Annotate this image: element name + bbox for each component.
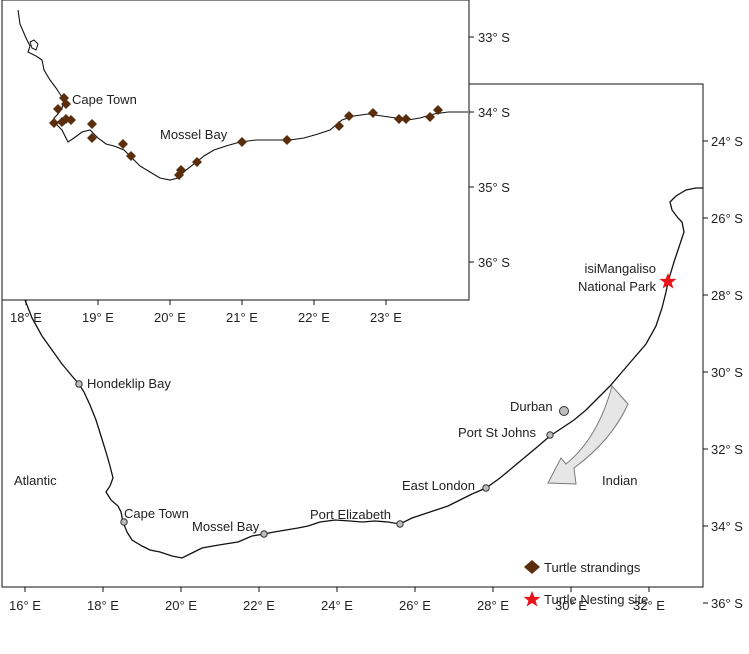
isimangaliso-label: isiMangaliso [584,261,656,276]
inset-x-tick-label: 18° E [10,310,42,325]
durban-label: Durban [510,399,553,414]
port-st-johns-label: Port St Johns [458,425,537,440]
stranding-diamond-icon [368,108,378,118]
inset-coastline [17,9,468,181]
inset-x-tick-label: 22° E [298,310,330,325]
legend-strandings-label: Turtle strandings [544,560,641,575]
main-y-tick-label: 32° S [711,442,743,457]
stranding-diamond-icon [53,104,63,114]
stranding-diamond-icon [174,170,184,180]
main-x-tick-label: 32° E [633,598,665,613]
main-x-tick-label: 28° E [477,598,509,613]
stranding-diamond-icon [394,114,404,124]
national-park-label: National Park [578,279,657,294]
stranding-diamond-icon [87,133,97,143]
stranding-diamond-icon [401,114,411,124]
main-x-tick-label: 30° E [555,598,587,613]
inset-x-tick-label: 23° E [370,310,402,325]
inset-x-tick-label: 21° E [226,310,258,325]
port-elizabeth-label: Port Elizabeth [310,507,391,522]
durban-marker [559,406,569,416]
hondeklip-bay-label: Hondeklip Bay [87,376,171,391]
legend-stranding-diamond-icon [524,560,540,574]
inset-y-tick-label: 36° S [478,255,510,270]
stranding-diamond-icon [126,151,136,161]
inset-y-tick-label: 35° S [478,180,510,195]
stranding-diamond-icon [237,137,247,147]
stranding-diamond-icon [192,157,202,167]
east-london-marker [482,484,490,492]
hondeklip-bay-marker [75,380,83,388]
stranding-diamond-icon [61,99,71,109]
inset-x-tick-label: 19° E [82,310,114,325]
main-y-tick-label: 36° S [711,596,743,611]
inset-map-frame [1,0,470,301]
main-y-tick-label: 34° S [711,519,743,534]
stranding-points [49,93,443,180]
nesting-site-star-icon [659,273,677,289]
place-markers [75,380,569,538]
inset-peninsula [29,39,39,51]
main-y-tick-label: 24° S [711,134,743,149]
stranding-diamond-icon [49,118,59,128]
current-arrow-icon [547,384,629,485]
port-elizabeth-marker [396,520,404,528]
stranding-diamond-icon [282,135,292,145]
atlantic-ocean-label: Atlantic [14,473,57,488]
main-x-tick-label: 16° E [9,598,41,613]
stranding-diamond-icon [66,115,76,125]
inset-y-axis [469,36,474,263]
main-y-tick-label: 30° S [711,365,743,380]
stranding-diamond-icon [334,121,344,131]
east-london-label: East London [402,478,475,493]
main-x-tick-label: 26° E [399,598,431,613]
main-y-tick-label: 26° S [711,211,743,226]
stranding-diamond-icon [433,105,443,115]
stranding-diamond-icon [344,111,354,121]
cape-town-label: Cape Town [124,506,189,521]
mossel-bay-marker [260,530,268,538]
legend-nesting-star-icon [523,591,541,607]
legend-nesting-label: Turtle Nesting site [544,592,648,607]
port-st-johns-marker [546,431,554,439]
stranding-diamond-icon [425,112,435,122]
stranding-diamond-icon [118,139,128,149]
inset-x-axis [25,300,387,305]
inset-x-tick-label: 20° E [154,310,186,325]
legend: Turtle strandings Turtle Nesting site [523,560,648,607]
cape-town-marker [120,518,128,526]
main-y-tick-label: 28° S [711,288,743,303]
indian-ocean-label: Indian [602,473,637,488]
main-x-tick-label: 18° E [87,598,119,613]
main-x-tick-label: 20° E [165,598,197,613]
main-coastline [24,187,703,559]
main-x-tick-label: 24° E [321,598,353,613]
inset-cape-town-label: Cape Town [72,92,137,107]
stranding-diamond-icon [87,119,97,129]
mossel-bay-label: Mossel Bay [192,519,260,534]
main-x-tick-label: 22° E [243,598,275,613]
main-x-axis [24,587,650,592]
inset-mossel-bay-label: Mossel Bay [160,127,228,142]
inset-y-tick-label: 33° S [478,30,510,45]
main-y-axis [703,140,708,604]
inset-y-tick-label: 34° S [478,105,510,120]
